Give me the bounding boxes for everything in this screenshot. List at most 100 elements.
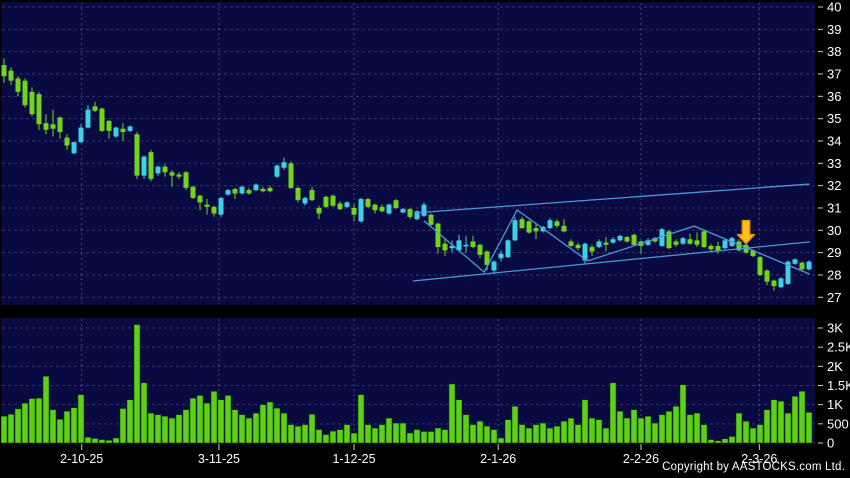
volume-bar	[518, 424, 526, 444]
candle-down	[183, 172, 189, 188]
volume-bar	[721, 438, 729, 444]
candle-down	[323, 196, 329, 207]
candle-up	[505, 240, 511, 258]
volume-bar	[84, 436, 92, 444]
candle-up	[127, 126, 133, 131]
volume-bar	[119, 408, 127, 444]
candle-down	[673, 241, 679, 245]
volume-bar	[126, 399, 134, 444]
candle-up	[85, 109, 91, 128]
price-tick-label: 30	[827, 223, 841, 238]
volume-bar	[490, 429, 498, 444]
candle-up	[225, 190, 231, 195]
volume-bars	[0, 324, 813, 444]
price-tick-label: 34	[827, 133, 841, 148]
volume-bar	[7, 413, 15, 444]
volume-bar	[224, 395, 232, 444]
candle-down	[267, 187, 273, 192]
candle-down	[365, 199, 371, 207]
candle-down	[64, 137, 70, 146]
candle-down	[372, 204, 378, 211]
candle-down	[519, 219, 525, 229]
candle-down	[106, 120, 112, 131]
candle-up	[239, 186, 245, 194]
candle-down	[204, 204, 210, 207]
volume-bar	[406, 432, 414, 444]
candle-down	[134, 134, 140, 176]
volume-bar	[0, 415, 8, 444]
volume-tick-label: 2.5K	[827, 340, 850, 355]
candle-up	[302, 197, 308, 204]
candles	[1, 58, 812, 291]
candle-down	[589, 247, 595, 252]
candle-down	[687, 239, 693, 244]
candle-up	[722, 240, 728, 249]
volume-bar	[322, 434, 330, 444]
candle-up	[344, 202, 350, 207]
volume-axis-labels: 3K 2.5K 2K 1.5K 1K 500 0	[818, 320, 850, 451]
date-tick-label: 3-11-25	[198, 452, 240, 466]
volume-tick-label: 500	[827, 416, 849, 431]
price-tick-label: 39	[827, 22, 841, 37]
upper-channel-line	[414, 183, 810, 214]
volume-bar	[287, 424, 295, 444]
candle-down	[36, 94, 42, 125]
volume-bar	[140, 382, 148, 444]
candle-down	[162, 166, 168, 173]
date-tick-label: 2-3-26	[741, 452, 777, 466]
volume-bar	[630, 409, 638, 444]
volume-tick-label: 2K	[827, 359, 843, 374]
candle-up	[456, 240, 462, 251]
volume-bar	[658, 414, 666, 444]
candle-up	[400, 209, 406, 213]
candle-up	[610, 239, 616, 243]
candle-down	[631, 234, 637, 245]
volume-bar	[14, 408, 22, 444]
price-panel	[1, 2, 815, 305]
candle-up	[582, 243, 588, 261]
candle-up	[778, 278, 784, 288]
volume-bar	[238, 414, 246, 444]
candle-down	[764, 270, 770, 282]
candle-down	[757, 257, 763, 275]
candle-down	[561, 225, 567, 232]
price-tick-label: 31	[827, 200, 841, 215]
volume-bar	[350, 432, 358, 444]
volume-bar	[679, 384, 687, 444]
candle-down	[568, 241, 574, 246]
volume-bar	[203, 402, 211, 444]
volume-bar	[231, 409, 239, 444]
volume-bar	[385, 417, 393, 444]
volume-bar	[357, 394, 365, 444]
price-tick-label: 33	[827, 156, 841, 171]
volume-bar	[329, 430, 337, 444]
volume-bar	[700, 424, 708, 444]
volume-bar	[784, 412, 792, 444]
volume-tick-label: 1.5K	[827, 378, 850, 393]
candle-down	[295, 187, 301, 201]
volume-bar	[560, 420, 568, 444]
candle-down	[29, 91, 35, 115]
candle-down	[624, 236, 630, 242]
candle-down	[442, 243, 448, 251]
candle-down	[148, 152, 154, 179]
volume-bar	[378, 424, 386, 444]
candle-down	[316, 207, 322, 214]
volume-bar	[21, 402, 29, 444]
volume-bar	[504, 419, 512, 444]
volume-bar	[364, 424, 372, 444]
volume-bar	[175, 414, 183, 444]
date-tick-label: 2-2-26	[623, 452, 659, 466]
candle-down	[337, 203, 343, 210]
volume-bar	[749, 427, 757, 444]
volume-bar	[427, 431, 435, 444]
price-tick-label: 40	[827, 0, 841, 15]
candle-down	[1, 65, 7, 77]
candle-down	[428, 214, 434, 225]
candle-down	[15, 78, 21, 92]
volume-bar	[420, 431, 428, 444]
volume-bar	[798, 390, 806, 444]
lower-channel-line	[412, 241, 810, 282]
volume-bar	[742, 420, 750, 444]
